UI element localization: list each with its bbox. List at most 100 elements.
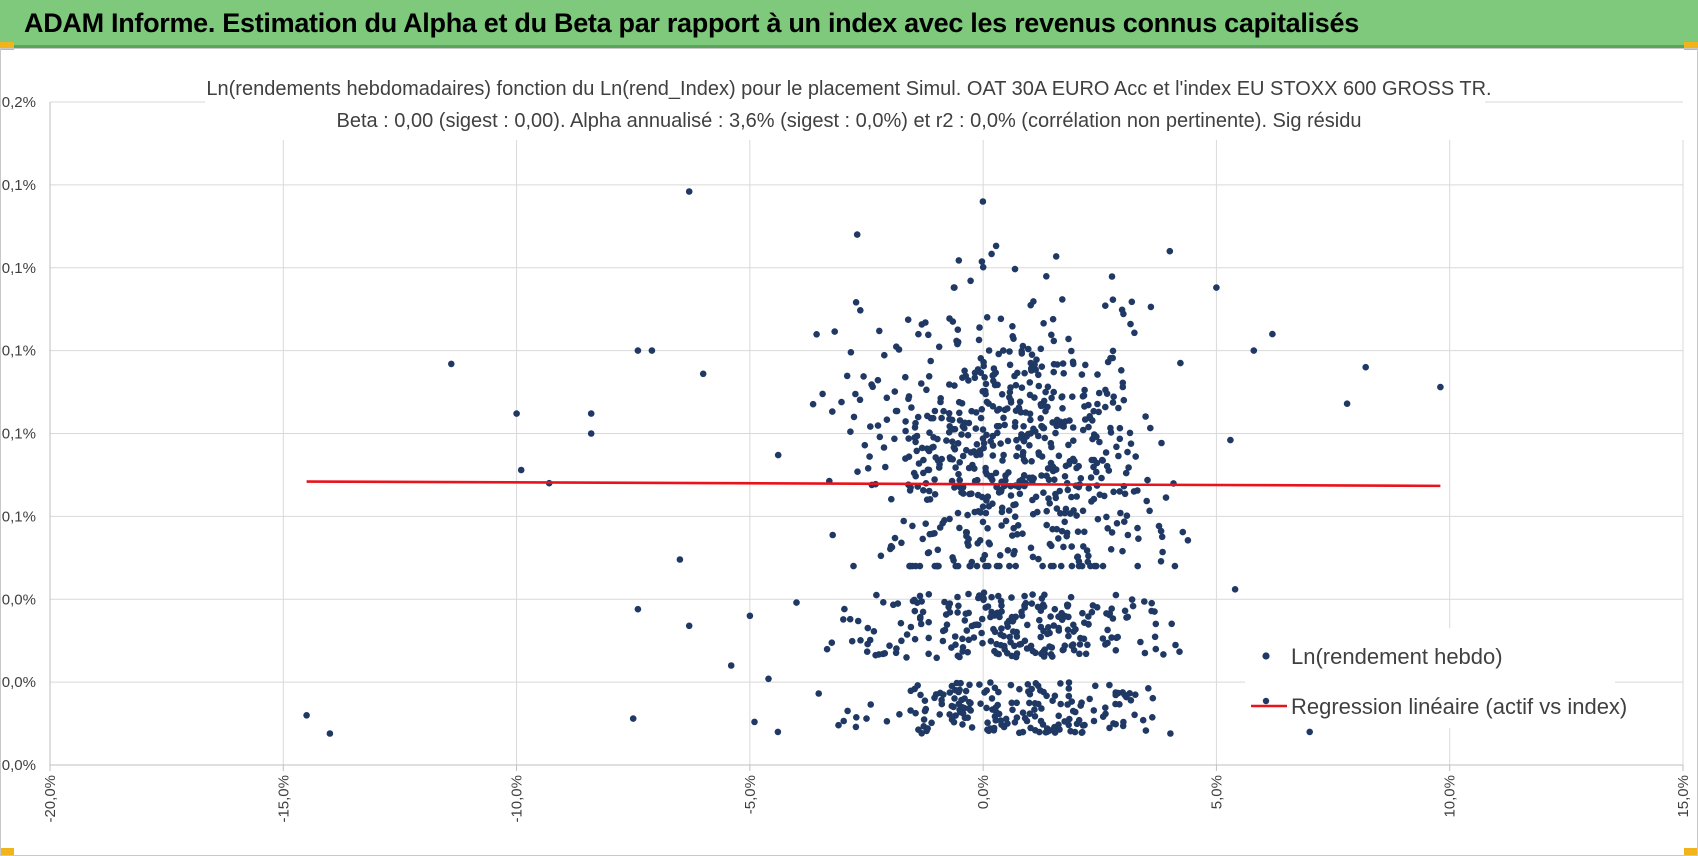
scatter-point xyxy=(945,410,953,417)
scatter-point xyxy=(965,542,972,549)
scatter-point xyxy=(881,650,889,657)
scatter-point xyxy=(1083,547,1091,554)
scatter-point xyxy=(1006,562,1013,570)
scatter-point xyxy=(997,315,1005,323)
scatter-point xyxy=(980,594,987,602)
scatter-point xyxy=(984,525,991,532)
scatter-point xyxy=(1171,562,1179,570)
scatter-point xyxy=(1077,634,1084,642)
y-tick-label: 0,1% xyxy=(2,260,36,277)
scatter-point xyxy=(970,634,978,641)
scatter-point-outlier xyxy=(1213,284,1220,291)
scatter-point xyxy=(1084,558,1092,566)
scatter-point xyxy=(857,637,864,644)
scatter-point xyxy=(1050,388,1057,396)
scatter-point xyxy=(973,562,981,570)
scatter-point xyxy=(840,616,847,623)
scatter-point xyxy=(927,357,934,365)
scatter-point xyxy=(907,707,914,714)
scatter-point xyxy=(946,454,954,461)
scatter-point xyxy=(988,593,995,601)
scatter-point xyxy=(961,424,968,432)
scatter-point xyxy=(1039,423,1046,430)
scatter-point xyxy=(850,413,858,421)
scatter-point xyxy=(1090,717,1098,725)
scatter-point xyxy=(1091,562,1098,570)
scatter-point xyxy=(1102,704,1109,711)
scatter-point-outlier xyxy=(685,188,693,195)
scatter-point xyxy=(1009,617,1017,624)
scatter-point xyxy=(1064,601,1072,609)
scatter-point xyxy=(838,398,845,406)
scatter-point xyxy=(863,648,871,655)
scatter-point xyxy=(968,724,976,731)
scatter-point xyxy=(972,425,980,432)
scatter-point xyxy=(968,558,976,566)
scatter-point xyxy=(1112,700,1119,708)
scatter-point xyxy=(1035,382,1043,390)
scatter-point xyxy=(1108,634,1115,641)
scatter-point xyxy=(917,620,925,628)
scatter-point xyxy=(919,608,927,616)
scatter-point xyxy=(852,390,859,398)
scatter-point xyxy=(867,701,874,708)
scatter-point xyxy=(970,448,978,455)
scatter-point xyxy=(1120,718,1127,726)
scatter-point xyxy=(1184,537,1192,544)
scatter-point xyxy=(918,380,925,387)
scatter-point xyxy=(1109,399,1117,406)
scatter-point xyxy=(1027,301,1034,309)
scatter-point xyxy=(1045,624,1052,631)
scatter-point xyxy=(869,383,876,391)
scatter-point xyxy=(1028,600,1036,607)
scatter-point xyxy=(1112,691,1119,699)
scatter-point xyxy=(873,591,880,599)
scatter-point xyxy=(1039,721,1047,728)
scatter-point xyxy=(1012,381,1020,389)
scatter-point xyxy=(979,503,987,511)
scatter-point xyxy=(1096,491,1104,499)
scatter-point xyxy=(1132,691,1139,698)
scatter-point xyxy=(1024,621,1031,629)
scatter-point xyxy=(1088,608,1096,616)
scatter-point xyxy=(1016,729,1023,737)
scatter-point xyxy=(1042,388,1049,396)
scatter-point xyxy=(1107,546,1115,553)
scatter-point xyxy=(963,627,971,634)
scatter-point xyxy=(1063,532,1070,540)
scatter-point xyxy=(886,642,893,649)
scatter-point-outlier xyxy=(863,715,870,722)
scatter-point xyxy=(1139,716,1147,724)
scatter-point-outlier xyxy=(793,599,800,606)
scatter-point xyxy=(948,416,956,424)
scatter-point xyxy=(1027,365,1035,372)
scatter-point xyxy=(956,409,963,417)
regression-line-group xyxy=(306,480,1441,488)
scatter-point xyxy=(998,522,1005,529)
scatter-point xyxy=(1048,542,1055,550)
scatter-point xyxy=(1016,490,1024,498)
scatter-point xyxy=(1038,472,1045,479)
scatter-point xyxy=(977,369,985,377)
scatter-point xyxy=(1104,525,1111,532)
scatter-point xyxy=(992,369,999,377)
y-tick-label: 0,0% xyxy=(2,757,36,774)
scatter-point xyxy=(997,440,1004,447)
scatter-point xyxy=(950,284,958,291)
scatter-point xyxy=(1026,442,1033,449)
scatter-point xyxy=(1014,369,1021,377)
scatter-point xyxy=(1149,714,1156,721)
scatter-point xyxy=(1085,621,1092,628)
scatter-point-outlier xyxy=(835,721,842,729)
scatter-point xyxy=(1104,639,1111,647)
scatter-point xyxy=(1014,522,1022,529)
scatter-point xyxy=(948,716,956,723)
scatter-point xyxy=(898,637,905,645)
scatter-point xyxy=(954,340,961,348)
scatter-point xyxy=(852,723,860,731)
scatter-point xyxy=(880,444,888,451)
scatter-point xyxy=(988,695,996,702)
scatter-point xyxy=(1017,409,1025,416)
scatter-point xyxy=(1061,518,1068,526)
scatter-point xyxy=(992,717,999,724)
